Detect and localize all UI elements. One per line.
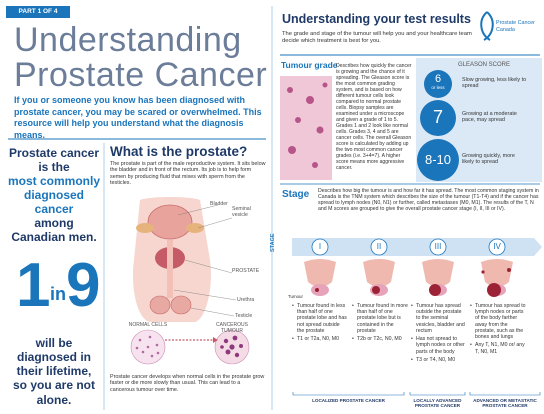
score-description: Growing quickly, more likely to spread: [462, 153, 515, 166]
stage-numeral: II: [376, 242, 382, 251]
stage-numeral: I: [318, 242, 322, 251]
stage-circle: [488, 238, 506, 256]
bullet: Tumour found in more than half of one pr…: [352, 303, 408, 334]
group-label: LOCALLY ADVANCED PROSTATE CANCER: [413, 398, 462, 409]
tumour: [487, 283, 501, 297]
panel-heading: GLEASON SCORE: [458, 62, 511, 68]
group-brackets: [292, 392, 541, 396]
stat-text: Prostate cancer is the: [8, 146, 100, 175]
paragraph: Prostate cancer develops when normal cel…: [110, 374, 265, 393]
badge-bg: [6, 6, 70, 18]
stat-number: 9: [66, 251, 101, 320]
stage-column: Tumour found in more than half of one pr…: [352, 303, 408, 344]
stage-numeral: III: [434, 242, 442, 251]
stat-number: 1: [16, 251, 51, 320]
paragraph: Describes how big the tumour is and how …: [318, 188, 539, 213]
stage-column: Tumour has spread to lymph nodes or part…: [470, 303, 526, 357]
paragraph: The prostate is part of the male reprodu…: [110, 161, 266, 187]
group-label: LOCALIZED PROSTATE CANCER: [312, 398, 385, 403]
axis-label: STAGE: [270, 233, 276, 252]
cell-label: NORMAL CELLS: [128, 322, 168, 328]
cell-label: CANCEROUS TUMOUR: [216, 322, 248, 334]
stage-circle: [429, 238, 447, 256]
badge: PART 1 OF 4: [18, 8, 58, 15]
stat-highlight: most commonly diagnosed cancer: [8, 174, 101, 217]
logo-icon: [480, 11, 494, 41]
stage-band: [292, 238, 542, 256]
bullet: Tumour has spread outside the prostate t…: [411, 303, 467, 334]
bladder: [363, 259, 395, 287]
bullet: T1 or T2a, N0, M0: [292, 336, 348, 342]
section-heading: What is the prostate?: [110, 144, 248, 159]
tumour: [372, 286, 380, 294]
spread: [481, 270, 485, 274]
prostate-diagram: [132, 197, 237, 322]
bladder: [481, 259, 513, 287]
diagram-label: Testicle: [235, 313, 253, 319]
score: 6: [434, 73, 442, 85]
group-label: ADVANCED OR METASTATIC PROSTATE CANCER: [473, 398, 537, 409]
diagram-label: Bladder: [210, 201, 228, 207]
paragraph: Describes how quickly the cancer is grow…: [336, 63, 412, 171]
bullet: Tumour has spread to lymph nodes or part…: [470, 303, 526, 340]
stage-column: Tumour has spread outside the prostate t…: [411, 303, 467, 365]
bladder: [422, 259, 454, 287]
title: Understanding: [14, 21, 242, 59]
logo-text: Prostate Cancer: [496, 20, 535, 26]
section-heading: Stage: [282, 189, 310, 200]
stat-text: will be diagnosed in their lifetime, so …: [12, 336, 95, 407]
tissue-texture: [287, 82, 328, 168]
tumour: [429, 284, 441, 296]
bullet: Tumour found in less than half of one pr…: [292, 303, 348, 334]
cell-illustration: [130, 329, 250, 365]
logo-text: Canada: [496, 27, 515, 33]
prostate: [311, 284, 329, 296]
score-description: Growing at a moderate pace, may spread: [462, 111, 517, 124]
tumour-label: Tumour: [288, 294, 303, 299]
tumour: [315, 288, 319, 292]
tissue-image: [280, 76, 332, 180]
bullet: T2b or T2c, N0, M0: [352, 336, 408, 342]
section-heading: Understanding your test results: [282, 12, 471, 26]
score: 7: [432, 107, 443, 127]
score-circle: [424, 70, 452, 98]
stage-numeral: IV: [493, 242, 501, 251]
stage-circle: [311, 238, 329, 256]
intro: If you or someone you know has been diag…: [14, 95, 262, 141]
stage-column: Tumour found in less than half of one pr…: [292, 303, 348, 344]
stage-circle: [370, 238, 388, 256]
diagram-label: PROSTATE: [232, 268, 260, 274]
bullet: Has not spread to lymph nodes or other p…: [411, 336, 467, 355]
stat-number: in: [50, 284, 66, 304]
score-description: Slow growing, less likely to spread: [462, 77, 527, 90]
diagram-label: Urethra: [237, 297, 255, 303]
score-circle: [417, 139, 459, 181]
score-qualifier: or less: [431, 85, 445, 90]
stat-text: among Canadian men.: [11, 216, 97, 245]
score-circle: [420, 100, 456, 136]
diagram-label: Seminal vesicle: [232, 206, 251, 219]
spread: [507, 268, 511, 272]
score: 8-10: [424, 151, 452, 167]
bullet: Any T, N1, M0 or/ any T, N0, M1: [470, 342, 526, 354]
bullet: T3 or T4, N0, M0: [411, 357, 467, 363]
subtitle: The grade and stage of the tumour will h…: [282, 31, 472, 44]
title: Prostate Cancer: [14, 56, 268, 94]
section-heading: Tumour grade: [281, 60, 338, 70]
bladder: [304, 259, 336, 287]
